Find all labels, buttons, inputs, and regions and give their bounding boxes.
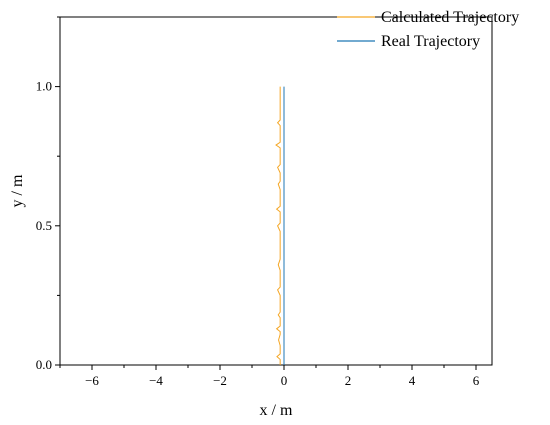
- legend-label: Real Trajectory: [381, 33, 480, 50]
- legend: Calculated Trajectory Real Trajectory: [337, 9, 519, 50]
- y-axis-ticks: 0.0 0.5 1.0: [36, 16, 60, 372]
- series-line-0: [275, 86, 281, 365]
- y-tick-label: 1.0: [36, 79, 52, 94]
- x-tick-label: 0: [281, 373, 288, 388]
- y-tick-label: 0.5: [36, 218, 52, 233]
- x-axis-title: x / m: [260, 402, 293, 419]
- x-tick-label: 4: [409, 373, 416, 388]
- y-axis-title: y / m: [9, 174, 26, 207]
- x-axis-ticks: −6 −4 −2 0 2 4 6: [59, 365, 480, 388]
- x-tick-label: −2: [213, 373, 227, 388]
- x-tick-label: 2: [345, 373, 352, 388]
- x-tick-label: −4: [149, 373, 163, 388]
- plot-area: [59, 16, 493, 366]
- y-tick-label: 0.0: [36, 357, 52, 372]
- series-layer: [275, 86, 285, 365]
- x-tick-label: −6: [85, 373, 99, 388]
- legend-label: Calculated Trajectory: [381, 9, 519, 26]
- x-tick-label: 6: [473, 373, 480, 388]
